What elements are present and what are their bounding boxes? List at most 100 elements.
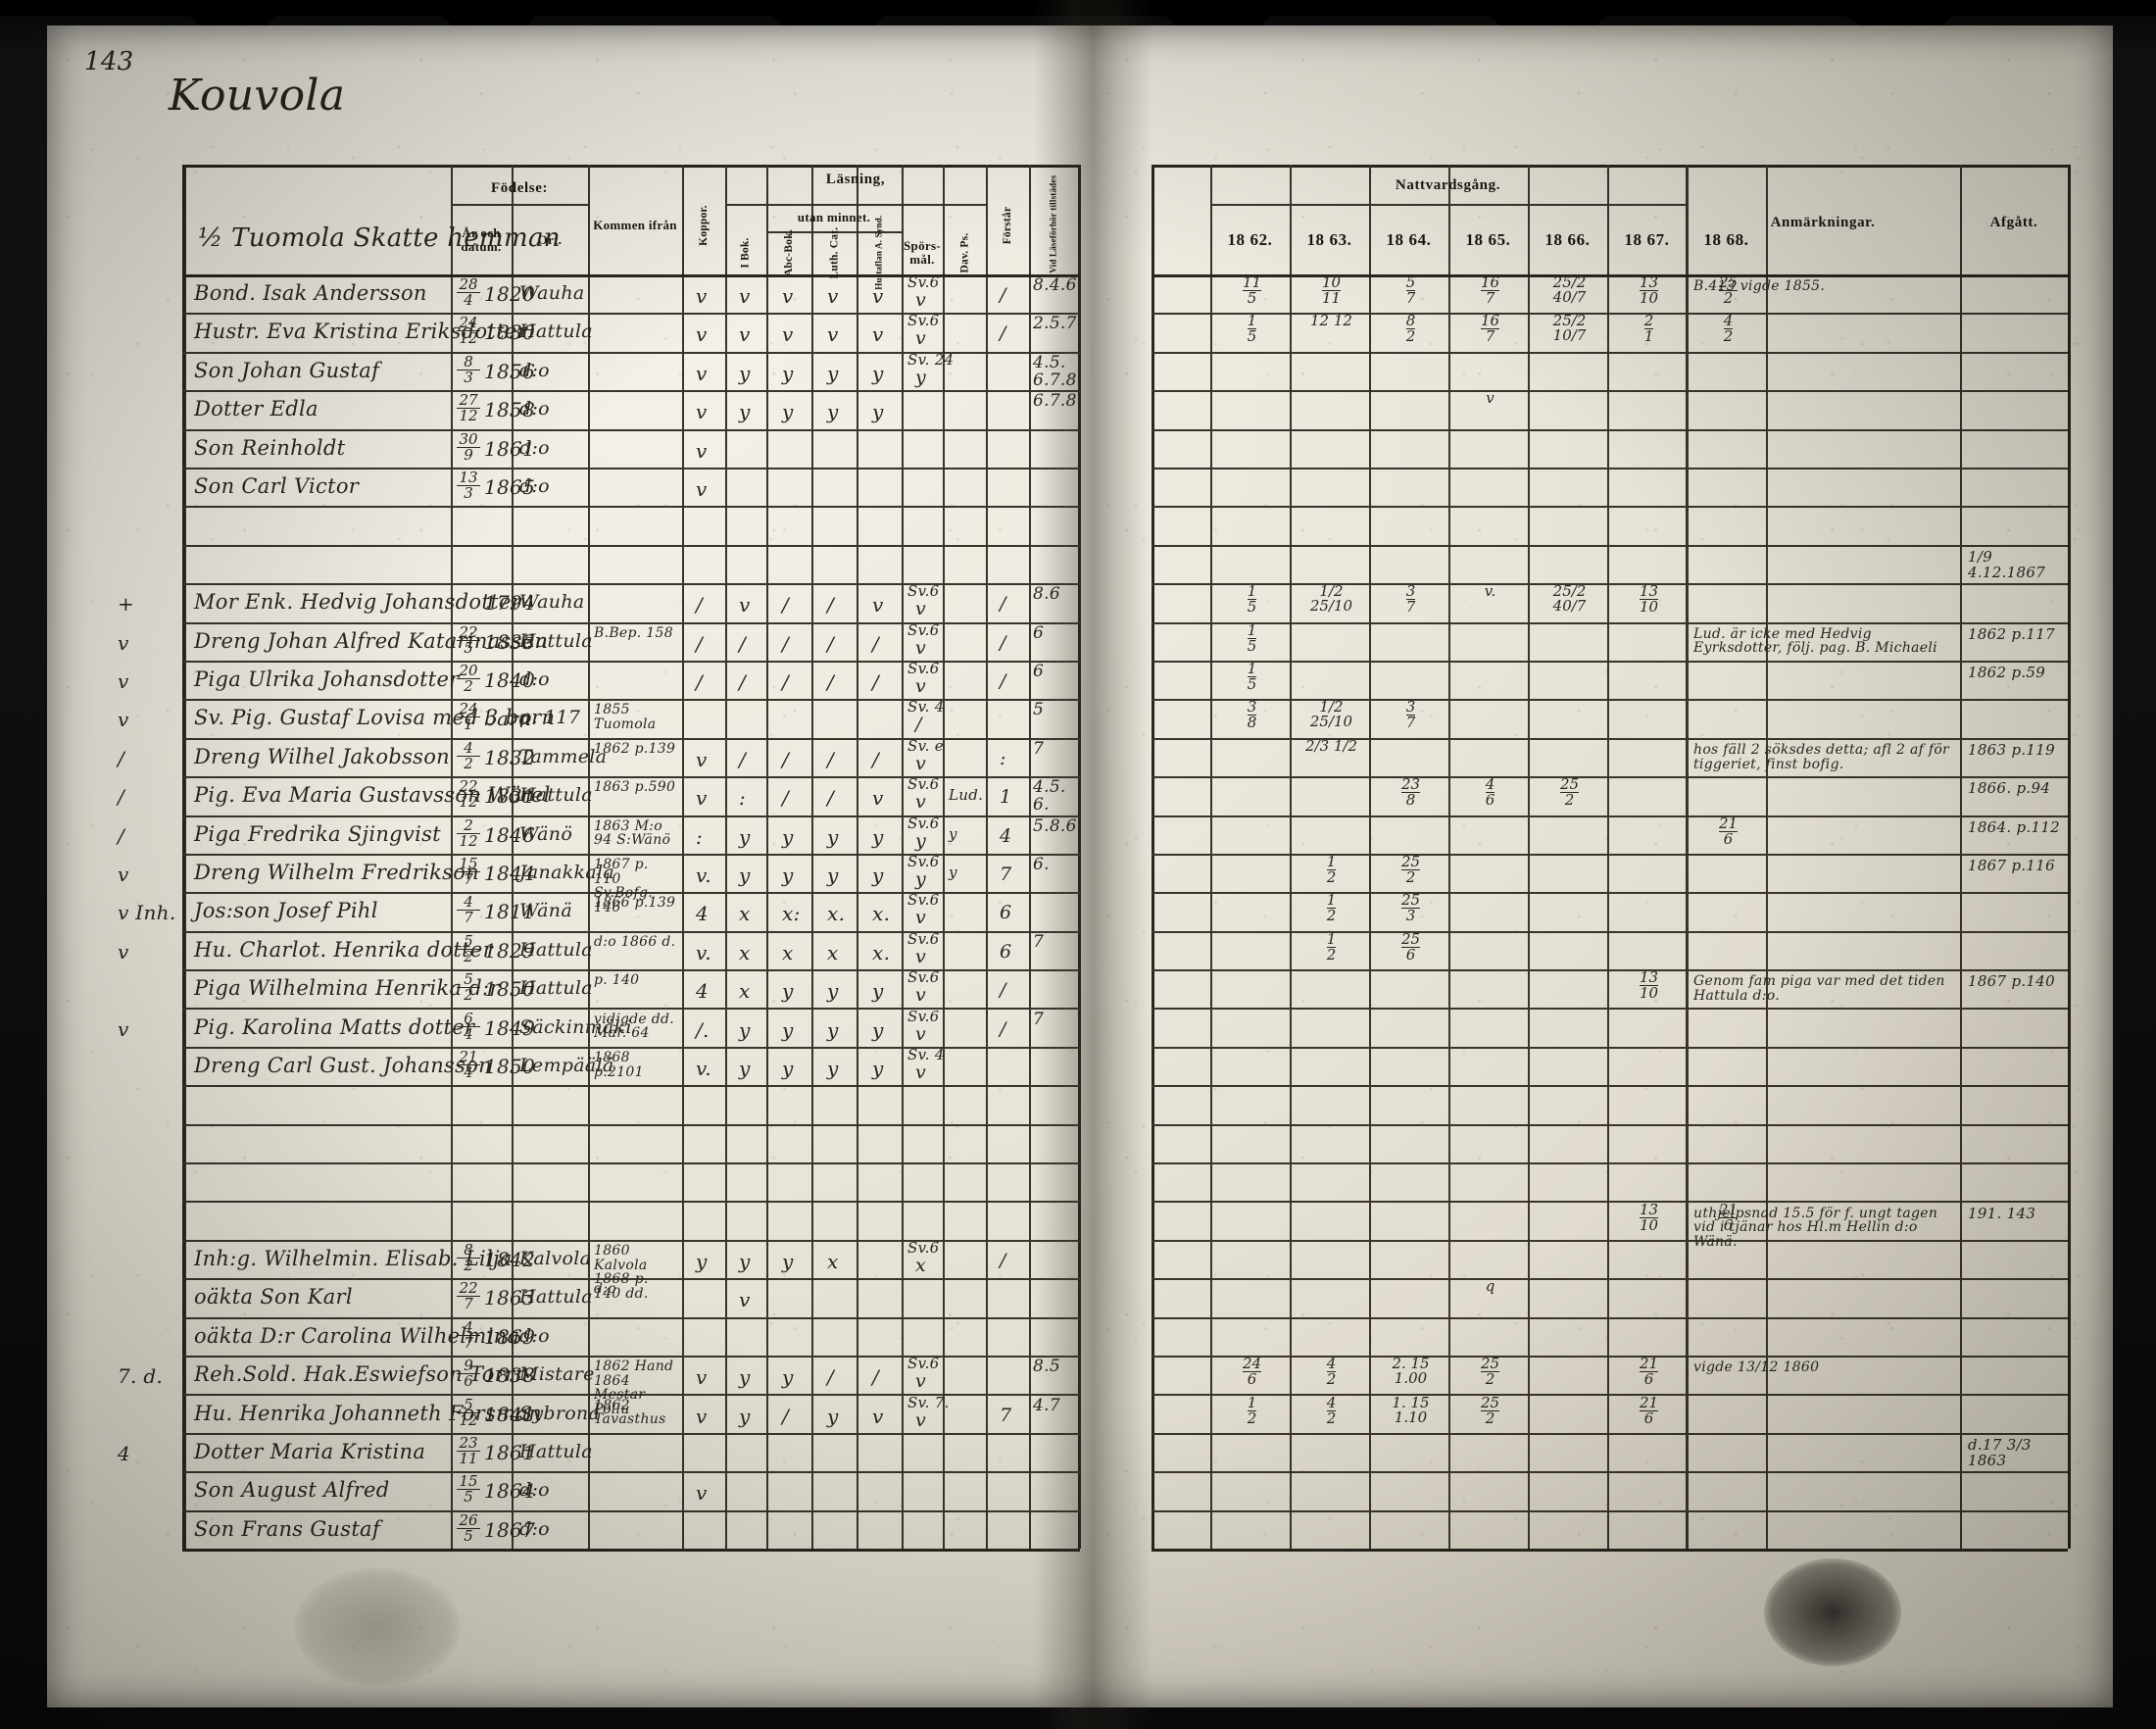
row-in-book: / — [739, 670, 747, 695]
header-communion-year-2: 18 64. — [1386, 230, 1432, 250]
grid-line — [182, 1085, 1080, 1088]
row-smallpox: 4 — [696, 979, 710, 1004]
grid-line — [1152, 1201, 2068, 1204]
row-questions-note: Sv.6 — [907, 312, 940, 330]
row-questions-note: Sv.6 — [907, 814, 940, 832]
row-birth-year: 1830 — [484, 321, 536, 345]
row-communion-1: 12 12 — [1310, 312, 1352, 330]
row-name: Son August Alfred — [194, 1478, 390, 1503]
grid-line — [1152, 1471, 2068, 1474]
header-communion-year-3: 18 65. — [1465, 230, 1511, 250]
grid-line — [1152, 1123, 2068, 1126]
row-abc-book: v — [782, 284, 794, 309]
row-understands: 4 — [1000, 824, 1012, 847]
row-birth-year: 1864 — [484, 1479, 536, 1504]
header-in-book: I Bok. — [739, 237, 752, 269]
row-birth-place: Mistare — [519, 1363, 595, 1386]
row-communion-3: 16 7 — [1480, 273, 1500, 308]
row-questions: y — [915, 366, 927, 388]
row-exam-attendance: 4.7 — [1033, 1397, 1060, 1415]
row-communion-3: v. — [1484, 582, 1496, 601]
row-smallpox: /. — [696, 1017, 710, 1042]
grid-line — [1152, 506, 2068, 509]
row-remarks: vigde 13/12 1860 — [1693, 1360, 1820, 1375]
row-understands: / — [1000, 670, 1006, 693]
row-questions: y — [915, 829, 927, 852]
grid-line — [1152, 621, 2068, 624]
row-luth-cat: v — [827, 284, 839, 309]
row-abc-book: x: — [782, 902, 801, 926]
grid-line — [1152, 428, 2068, 431]
grid-line — [182, 506, 1080, 509]
grid-line — [182, 621, 1080, 624]
row-abc-book: / — [782, 1404, 790, 1428]
grid-line — [1152, 544, 2068, 547]
grid-line — [182, 1162, 1080, 1165]
row-mark: + — [118, 592, 135, 617]
row-questions-note: Sv. 7. — [907, 1393, 950, 1411]
row-mark: v — [118, 863, 129, 886]
row-birth-year: 1841 — [484, 1402, 536, 1426]
row-birth-place: Hattula — [519, 1286, 593, 1309]
row-luth-cat: y — [827, 1056, 839, 1080]
row-understands: / — [1000, 593, 1006, 616]
row-exam-attendance: 8.5 — [1033, 1358, 1060, 1376]
row-abc-book: x — [782, 940, 794, 964]
grid-line — [182, 853, 1080, 856]
grid-line — [182, 351, 1080, 354]
row-birth-place: Janakkala — [519, 862, 614, 883]
row-luth-cat: / — [827, 670, 835, 695]
row-smallpox: v — [696, 1365, 708, 1390]
row-communion-4: 25 2 — [1559, 775, 1580, 810]
row-exam-attendance: 5 — [1033, 702, 1045, 720]
row-questions: v — [915, 1370, 927, 1393]
row-hustaflan: / — [872, 1365, 880, 1390]
row-luth-cat: y — [827, 864, 839, 887]
row-in-book: x — [739, 979, 751, 1004]
row-in-book: y — [739, 1404, 751, 1428]
grid-line — [182, 428, 1080, 431]
grid-line — [725, 165, 727, 1549]
row-name: Mor Enk. Hedvig Johansdotter — [194, 590, 521, 615]
row-communion-1: 2/3 1/2 — [1304, 736, 1358, 755]
row-birth-place: Hattula — [519, 1440, 593, 1462]
row-questions-note: Sv.6 — [907, 582, 940, 601]
row-communion-3: q — [1485, 1277, 1495, 1296]
grid-line — [1152, 1085, 2068, 1088]
row-departed: 191. 143 — [1968, 1206, 2036, 1222]
header-abc-book: Abc-Bok. — [782, 229, 795, 276]
row-name: Piga Ulrika Johansdotter — [194, 667, 460, 692]
row-communion-0: 11 5 — [1242, 273, 1262, 308]
grid-line — [182, 815, 1080, 817]
header-communion-year-1: 18 63. — [1306, 230, 1352, 250]
row-questions-note: Sv. 4 — [907, 698, 945, 716]
row-name: Sv. Pig. Gustaf Lovisa med 3 barn — [194, 706, 556, 730]
row-birth-daymonth: 2 12 — [457, 817, 480, 849]
row-questions: v — [915, 1022, 927, 1045]
row-questions-note: Sv.6 — [907, 1007, 940, 1025]
row-questions-note: Sv. e — [907, 736, 944, 755]
row-name: Piga Fredrika Sjingvist — [194, 821, 441, 846]
row-luth-cat: x — [827, 1249, 839, 1273]
row-birth-place: Wauha — [519, 591, 585, 614]
row-hustaflan: / — [872, 670, 880, 695]
row-come-from: 1862 Hand 1864 Mestar Pollu — [594, 1359, 674, 1417]
row-birth-place: d:o — [519, 475, 550, 498]
row-birth-place: d:o — [519, 1324, 550, 1347]
row-in-book: y — [739, 1056, 751, 1080]
grid-line — [1152, 1046, 2068, 1049]
row-name: Bond. Isak Andersson — [194, 281, 427, 306]
row-communion-5: 13 10 — [1639, 968, 1659, 1003]
row-in-book: v — [739, 593, 751, 618]
row-birth-year: 1858 — [484, 398, 536, 422]
row-departed: d.17 3/3 1863 — [1968, 1437, 2032, 1469]
grid-line — [182, 1278, 1080, 1281]
row-abc-book: y — [782, 824, 794, 849]
row-communion-1: 10 11 — [1321, 273, 1342, 308]
